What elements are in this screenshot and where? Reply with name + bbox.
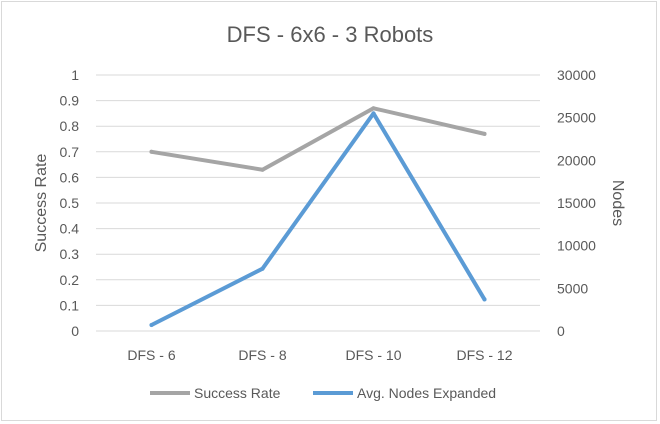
x-tick-label: DFS - 10 xyxy=(345,347,401,363)
chart-title: DFS - 6x6 - 3 Robots xyxy=(227,22,434,47)
data-point xyxy=(149,149,154,154)
left-tick-label: 0.4 xyxy=(60,221,80,237)
series-line-success-rate xyxy=(149,106,487,172)
right-tick-label: 25000 xyxy=(557,110,596,126)
series-lines xyxy=(149,106,487,328)
right-axis-label: Nodes xyxy=(609,180,626,226)
left-tick-label: 0.5 xyxy=(60,195,80,211)
x-tick-label: DFS - 12 xyxy=(456,347,512,363)
left-tick-label: 0.1 xyxy=(60,297,80,313)
left-tick-label: 0.3 xyxy=(60,246,80,262)
right-axis-ticks: 0 5000 10000 15000 20000 25000 30000 xyxy=(557,67,596,339)
legend-entry: Avg. Nodes Expanded xyxy=(357,385,496,401)
right-tick-label: 10000 xyxy=(557,238,596,254)
right-tick-label: 5000 xyxy=(557,280,588,296)
data-point xyxy=(260,167,265,172)
right-tick-label: 15000 xyxy=(557,195,596,211)
right-tick-label: 20000 xyxy=(557,152,596,168)
legend: Success Rate Avg. Nodes Expanded xyxy=(150,385,496,401)
x-tick-label: DFS - 8 xyxy=(238,347,286,363)
left-tick-label: 0.6 xyxy=(60,169,80,185)
x-tick-label: DFS - 6 xyxy=(127,347,175,363)
data-point xyxy=(482,297,487,302)
data-point xyxy=(371,111,376,116)
left-tick-label: 0.9 xyxy=(60,93,80,109)
data-point xyxy=(371,106,376,111)
data-point xyxy=(149,323,154,328)
right-tick-label: 30000 xyxy=(557,67,596,83)
left-tick-label: 0.8 xyxy=(60,118,80,134)
left-axis-label: Success Rate xyxy=(33,154,50,253)
gridlines xyxy=(96,74,540,332)
series-line-nodes xyxy=(149,111,487,328)
right-tick-label: 0 xyxy=(557,323,565,339)
legend-entry: Success Rate xyxy=(194,385,281,401)
data-point xyxy=(482,131,487,136)
x-axis-ticks: DFS - 6 DFS - 8 DFS - 10 DFS - 12 xyxy=(127,347,512,363)
left-tick-label: 0.2 xyxy=(60,272,80,288)
left-axis-ticks: 0 0.1 0.2 0.3 0.4 0.5 0.6 0.7 0.8 0.9 1 xyxy=(60,67,80,339)
left-tick-label: 1 xyxy=(71,67,79,83)
left-tick-label: 0 xyxy=(71,323,79,339)
left-tick-label: 0.7 xyxy=(60,144,80,160)
data-point xyxy=(260,266,265,271)
